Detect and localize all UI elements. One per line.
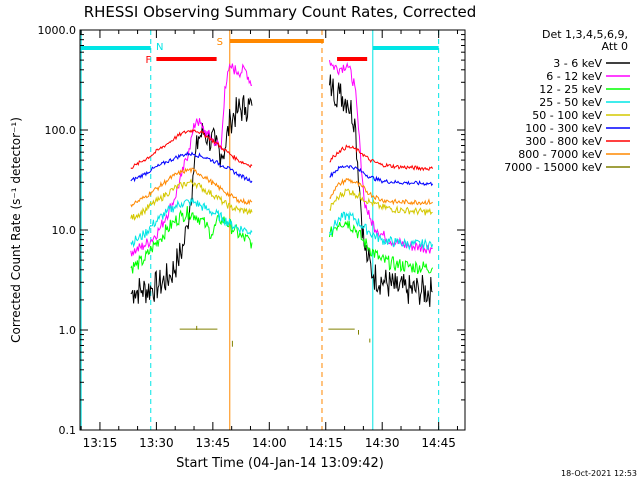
- series-25-50-kev: [130, 197, 434, 251]
- series-line: [329, 220, 434, 275]
- series-7000-15000-kev: [179, 325, 371, 347]
- x-tick-label: 13:45: [196, 436, 231, 450]
- plot-area: NF S: [80, 30, 440, 430]
- x-tick-label: 14:45: [421, 436, 456, 450]
- series-line: [130, 167, 253, 208]
- legend-label: 3 - 6 keV: [553, 57, 602, 70]
- series-50-100-kev: [130, 178, 433, 221]
- x-tick-label: 13:15: [83, 436, 118, 450]
- series-line: [130, 206, 253, 274]
- chart-title: RHESSI Observing Summary Count Rates, Co…: [84, 3, 477, 21]
- series-line: [130, 150, 253, 184]
- flag-label-s: S: [217, 37, 223, 48]
- series-line: [329, 177, 433, 206]
- x-tick-label: 14:30: [365, 436, 400, 450]
- legend-label: 7000 - 15000 keV: [504, 161, 602, 174]
- y-axis-label-group: Corrected Count Rate (s⁻¹ detector⁻¹): [9, 117, 23, 343]
- axes: 0.1 1.0 10.0 100.0 1000.0 13:15 13:30 13:45 14:0…: [38, 24, 466, 450]
- series-300-800-kev: [130, 128, 434, 172]
- x-axis-label: Start Time (04-Jan-14 13:09:42): [176, 456, 384, 471]
- y-tick-label: 100.0: [45, 124, 77, 137]
- y-tick-label: 10.0: [52, 224, 77, 237]
- legend-label: 6 - 12 keV: [546, 70, 602, 83]
- legend-label: 300 - 800 keV: [525, 135, 602, 148]
- series-line: [329, 74, 433, 307]
- y-tick-label: 1.0: [59, 324, 77, 337]
- series-line: [329, 210, 434, 251]
- legend-label: 800 - 7000 keV: [518, 148, 602, 161]
- series-line: [329, 165, 434, 187]
- y-tick-label: 0.1: [59, 424, 77, 437]
- x-tick-label: 13:30: [139, 436, 174, 450]
- y-axis-label: Corrected Count Rate (s⁻¹ detector⁻¹): [9, 117, 23, 343]
- x-tick-label: 14:00: [252, 436, 287, 450]
- series-800-7000-kev: [130, 167, 433, 208]
- y-tick-label: 1000.0: [38, 24, 77, 37]
- legend-label: 25 - 50 keV: [539, 96, 602, 109]
- series-line: [130, 128, 253, 170]
- series-100-300-kev: [130, 150, 434, 187]
- legend-label: 50 - 100 keV: [532, 109, 602, 122]
- series-6-12-kev: [130, 60, 433, 257]
- series-12-25-kev: [130, 206, 434, 275]
- legend-header: Det 1,3,4,5,6,9,: [542, 28, 628, 41]
- series-line: [329, 144, 434, 172]
- footer-timestamp: 18-Oct-2021 12:53: [561, 469, 637, 478]
- legend-header: Att 0: [602, 40, 628, 53]
- series-line: [130, 63, 253, 257]
- legend-label: 100 - 300 keV: [525, 122, 602, 135]
- flag-label-n: N: [156, 42, 163, 53]
- legend-label: 12 - 25 keV: [539, 83, 602, 96]
- series-line: [329, 188, 433, 216]
- series-line: [329, 60, 433, 254]
- x-tick-label: 14:15: [308, 436, 343, 450]
- series-line: [130, 197, 253, 249]
- flag-label-f: F: [146, 55, 152, 66]
- series-line: [130, 178, 253, 221]
